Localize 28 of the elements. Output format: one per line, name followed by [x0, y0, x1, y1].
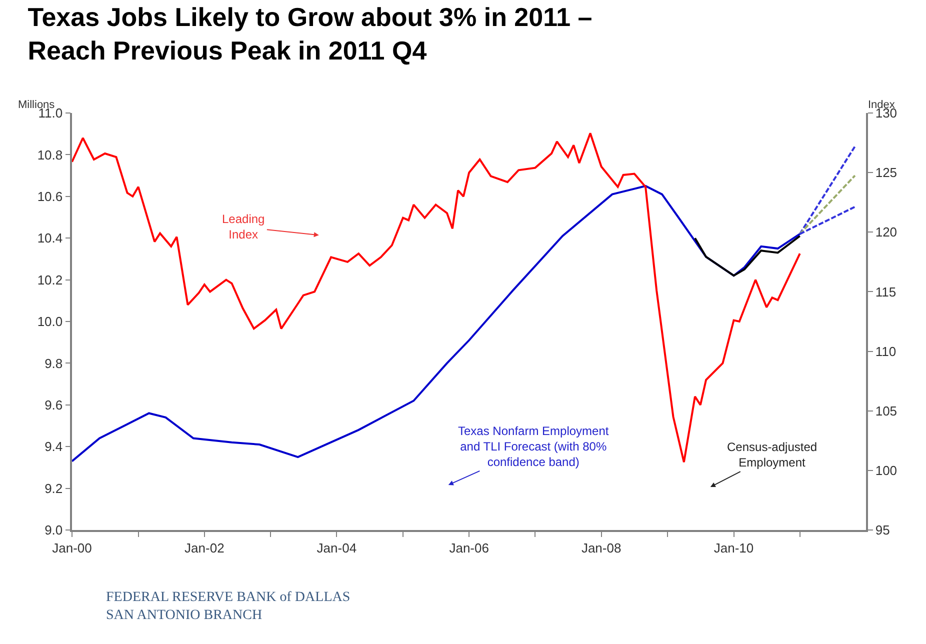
x-tick-label: Jan-04 — [316, 540, 357, 556]
text: FEDERAL RESERVE BANK of DALLAS SAN ANTONIO BRANCH — [106, 590, 350, 624]
y-tick-label: 10.4 — [37, 230, 63, 246]
y2-tick-label: 120 — [875, 224, 898, 240]
x-tick-label: Jan-08 — [581, 540, 622, 556]
y2-tick-label: 125 — [875, 165, 898, 180]
x-tick-label: Jan-00 — [52, 540, 92, 556]
y-tick-label: 10.6 — [37, 188, 63, 204]
y-tick-label: 9.2 — [44, 480, 63, 496]
x-tick-label: Jan-10 — [714, 540, 754, 556]
y-tick-label: 9.4 — [44, 439, 63, 454]
y-tick-label: 10.2 — [37, 272, 63, 288]
annotation: Leading Index — [222, 212, 265, 242]
y2-tick-label: 95 — [875, 522, 890, 538]
x-tick-label: Jan-02 — [184, 540, 224, 556]
y-tick-label: 9.6 — [44, 397, 63, 412]
y2-tick-label: 110 — [875, 344, 896, 359]
annotation: Census-adjusted Employment — [727, 440, 818, 470]
y2-tick-label: 100 — [875, 462, 898, 478]
y-tick-label: 10.0 — [37, 314, 63, 330]
y2-tick-label: 115 — [875, 284, 896, 300]
x-tick-label: Jan-06 — [449, 540, 489, 556]
y-tick-label: 9.0 — [44, 522, 63, 538]
y-tick-label: 10.8 — [37, 147, 63, 162]
y-tick-label: 9.8 — [44, 356, 63, 371]
y2-tick-label: 105 — [875, 403, 898, 418]
chart-title: Texas Jobs Likely to Grow about 3% in 2011 – Reach Previous Peak in 2011 Q4 — [28, 2, 592, 66]
annotation: Texas Nonfarm Employment and TLI Forecast (with 80% confidence band) — [458, 424, 610, 470]
